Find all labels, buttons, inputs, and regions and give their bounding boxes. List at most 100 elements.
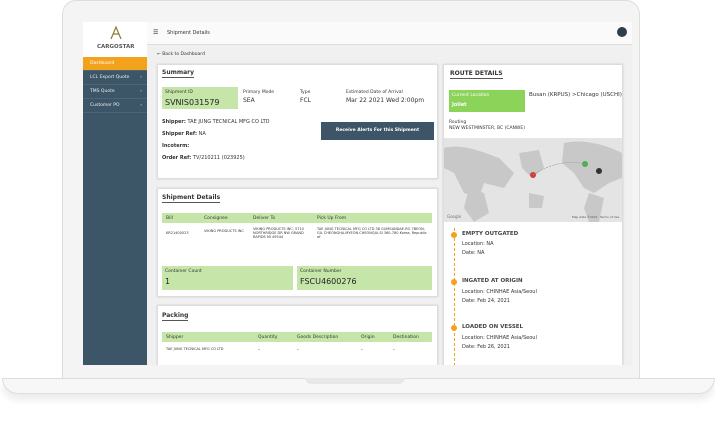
- nav-label: Dashboard: [90, 61, 115, 66]
- th: Goods Description: [297, 335, 339, 340]
- user-icon[interactable]: [617, 27, 627, 37]
- detail-row: Incoterm:: [162, 143, 189, 149]
- panel-title: ROUTE DETAILS: [450, 70, 503, 79]
- logo-icon: [110, 25, 122, 40]
- table-header: [162, 332, 432, 342]
- map-data: Map data ©2021: [572, 215, 598, 219]
- origin: Busan (KRPUS): [529, 92, 571, 98]
- td: -: [258, 347, 260, 353]
- field-value: SVNIS031579: [165, 98, 220, 107]
- td: -: [393, 347, 395, 353]
- page-title: Shipment Details: [167, 30, 210, 36]
- detail-value: NA: [198, 131, 206, 137]
- container-count: Container Count 1: [162, 266, 293, 290]
- logo-area: CARGOSTAR: [83, 22, 147, 57]
- field-value: Joliet: [452, 102, 467, 108]
- nav-item[interactable]: TMS Quote ›: [83, 85, 147, 99]
- map-brand: Google: [447, 214, 462, 219]
- container-number: Container Number FSCU4600276: [297, 266, 432, 290]
- route-panel: ROUTE DETAILS Current Location Joliet Bu…: [443, 64, 623, 365]
- field-value: FSCU4600276: [300, 277, 357, 286]
- field-value: 1: [165, 277, 171, 286]
- detail-row: Shipper Ref: NA: [162, 131, 206, 137]
- timeline-dot: [451, 279, 457, 285]
- th: Consignee: [204, 216, 228, 221]
- field-label: Shipment ID: [165, 90, 193, 95]
- event-location: Location: CHINHAE Asia/Seoul: [462, 335, 537, 341]
- field-value: SEA: [243, 97, 255, 104]
- field-label: Current Location: [452, 93, 490, 98]
- detail-row: Shipper: TAE JUNG TECNICAL MFG CO LTD: [162, 119, 270, 125]
- field-label: Container Number: [300, 269, 342, 274]
- detail-label: Incoterm:: [162, 143, 190, 149]
- laptop-notch: [305, 378, 405, 384]
- back-text: Back to Dashboard: [162, 52, 205, 57]
- nav-item[interactable]: Dashboard: [83, 57, 147, 71]
- route-path: Busan (KRPUS) >Chicago (USCHI): [529, 91, 622, 99]
- td: TAE JUNG TECNICAL MFG CO LTD: [166, 347, 224, 351]
- field-value: Mar 22 2021 Wed 2:00pm: [346, 97, 425, 104]
- field-label: Primary Mode: [243, 90, 275, 95]
- map-terms[interactable]: Terms of Use: [599, 215, 619, 219]
- detail-label: Order Ref:: [162, 155, 192, 161]
- nav-label: LCL Export Quote: [90, 75, 130, 80]
- nav-item[interactable]: Customer PO ›: [83, 99, 147, 113]
- nav: Dashboard LCL Export Quote › TMS Quote › C…: [83, 57, 147, 113]
- summary-panel: Summary Shipment ID SVNIS031579 Primary …: [157, 64, 438, 179]
- detail-label: Shipper:: [162, 119, 186, 125]
- menu-icon[interactable]: ☰: [153, 29, 159, 36]
- packing-panel: Packing Shipper Quantity Goods Descripti…: [157, 305, 438, 365]
- event-date: Date: Feb 26, 2021: [462, 344, 510, 350]
- event-title: EMPTY OUTGATED: [462, 231, 519, 237]
- table-header: [162, 213, 432, 223]
- detail-label: Shipper Ref:: [162, 131, 198, 137]
- shipment-id-box: Shipment ID SVNIS031579: [162, 87, 238, 109]
- current-location: Current Location Joliet: [449, 90, 525, 112]
- td: -: [361, 347, 363, 353]
- nav-item[interactable]: LCL Export Quote ›: [83, 71, 147, 85]
- arrow: >: [572, 92, 577, 98]
- td: TAE JUNG TECNICAL MFG CO LTD 38 GUMSANDA…: [317, 227, 427, 239]
- th: Origin: [361, 335, 375, 340]
- alert-button[interactable]: Receive Alerts For this Shipment: [321, 122, 434, 140]
- event-date: Date: NA: [462, 250, 485, 256]
- routing-label: Routing: [449, 120, 467, 125]
- logo-text: CARGOSTAR: [97, 44, 135, 50]
- event-date: Date: Feb 24, 2021: [462, 298, 510, 304]
- shipment-details-panel: Shipment Details Bill Consignee Deliver …: [157, 188, 438, 297]
- field-label: Estimated Date of Arrival: [346, 90, 403, 95]
- event-location: Location: CHINHAE Asia/Seoul: [462, 289, 537, 295]
- panel-title: Packing: [162, 312, 189, 321]
- timeline-line: [454, 228, 456, 365]
- event-location: Location: NA: [462, 241, 494, 247]
- th: Quantity: [258, 335, 278, 340]
- th: Deliver To: [253, 216, 276, 221]
- detail-row: Order Ref: TV/210211 (023925): [162, 155, 245, 161]
- nav-label: Customer PO: [90, 103, 120, 108]
- field-label: Container Count: [165, 269, 202, 274]
- panel-title: Summary: [162, 69, 195, 78]
- field-value: FCL: [300, 97, 311, 104]
- td: VIKING PRODUCTS INC, 5710 NORTHRIDGE DR …: [253, 227, 304, 239]
- panel-title: Shipment Details: [162, 194, 221, 203]
- sidebar: CARGOSTAR Dashboard LCL Export Quote › TM…: [83, 22, 147, 365]
- timeline-dot: [451, 325, 457, 331]
- detail-value: TV/210211 (023925): [192, 155, 245, 161]
- td: KR21400023: [166, 231, 189, 235]
- screen: CARGOSTAR Dashboard LCL Export Quote › TM…: [83, 22, 632, 365]
- th: Bill: [166, 216, 173, 221]
- routing-value: NEW WESTMINSTER, BC (CANWE): [449, 126, 525, 131]
- td: VIKING PRODUCTS INC: [204, 229, 244, 233]
- th: Shipper: [166, 335, 184, 340]
- timeline-dot: [451, 232, 457, 238]
- th: Destination: [393, 335, 419, 340]
- event-title: LOADED ON VESSEL: [462, 324, 524, 330]
- topbar: ☰ Shipment Details: [147, 22, 632, 45]
- destination: Chicago (USCHI): [576, 92, 622, 98]
- detail-value: TAE JUNG TECNICAL MFG CO LTD: [187, 119, 270, 125]
- event-title: INGATED AT ORIGIN: [462, 278, 523, 284]
- back-link[interactable]: ← Back to Dashboard: [157, 52, 205, 57]
- nav-label: TMS Quote: [90, 89, 115, 94]
- map[interactable]: Google Map data ©2021 Terms of Use: [444, 138, 622, 222]
